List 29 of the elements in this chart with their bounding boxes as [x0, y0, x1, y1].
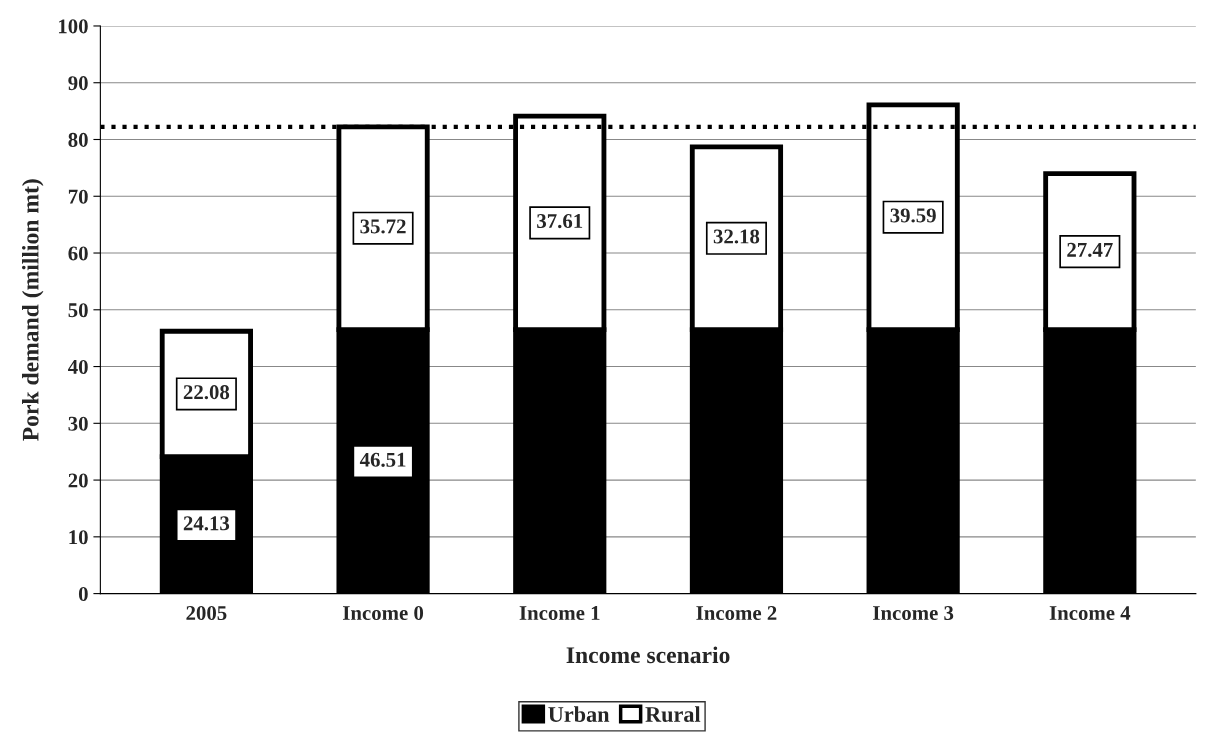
- x-tick-label: Income 1: [519, 606, 600, 621]
- y-tick-label: 40: [68, 359, 88, 374]
- y-tick-label: 20: [68, 473, 88, 488]
- x-tick-label: Income 0: [342, 606, 424, 621]
- y-tick-label: 60: [68, 246, 88, 261]
- x-tick-label: 2005: [186, 606, 227, 621]
- y-tick-label: 30: [68, 416, 88, 431]
- data-label: 39.59: [890, 208, 936, 223]
- y-tick-label: 50: [68, 303, 88, 318]
- data-label: 37.61: [537, 214, 583, 229]
- legend-label: Rural: [645, 706, 701, 722]
- x-axis-title: Income scenario: [566, 646, 730, 664]
- data-label: 46.51: [359, 452, 406, 467]
- x-tick-label: Income 4: [1049, 606, 1131, 621]
- x-tick-label: Income 3: [873, 606, 954, 621]
- y-tick-label: 80: [68, 132, 88, 147]
- data-label: 22.08: [183, 385, 230, 400]
- y-tick-label: 70: [68, 189, 88, 204]
- x-tick-label: Income 2: [696, 606, 777, 621]
- y-tick-label: 90: [68, 76, 88, 91]
- data-label: 32.18: [713, 229, 760, 244]
- y-tick-label: 10: [69, 530, 88, 545]
- data-label: 24.13: [183, 516, 230, 531]
- y-axis-title: Pork demand (million mt): [22, 179, 44, 441]
- data-label: 27.47: [1067, 242, 1113, 257]
- data-label: 35.72: [360, 219, 406, 234]
- legend-label: Urban: [548, 706, 610, 722]
- y-tick-label: 0: [78, 586, 88, 602]
- y-tick-label: 100: [58, 19, 88, 34]
